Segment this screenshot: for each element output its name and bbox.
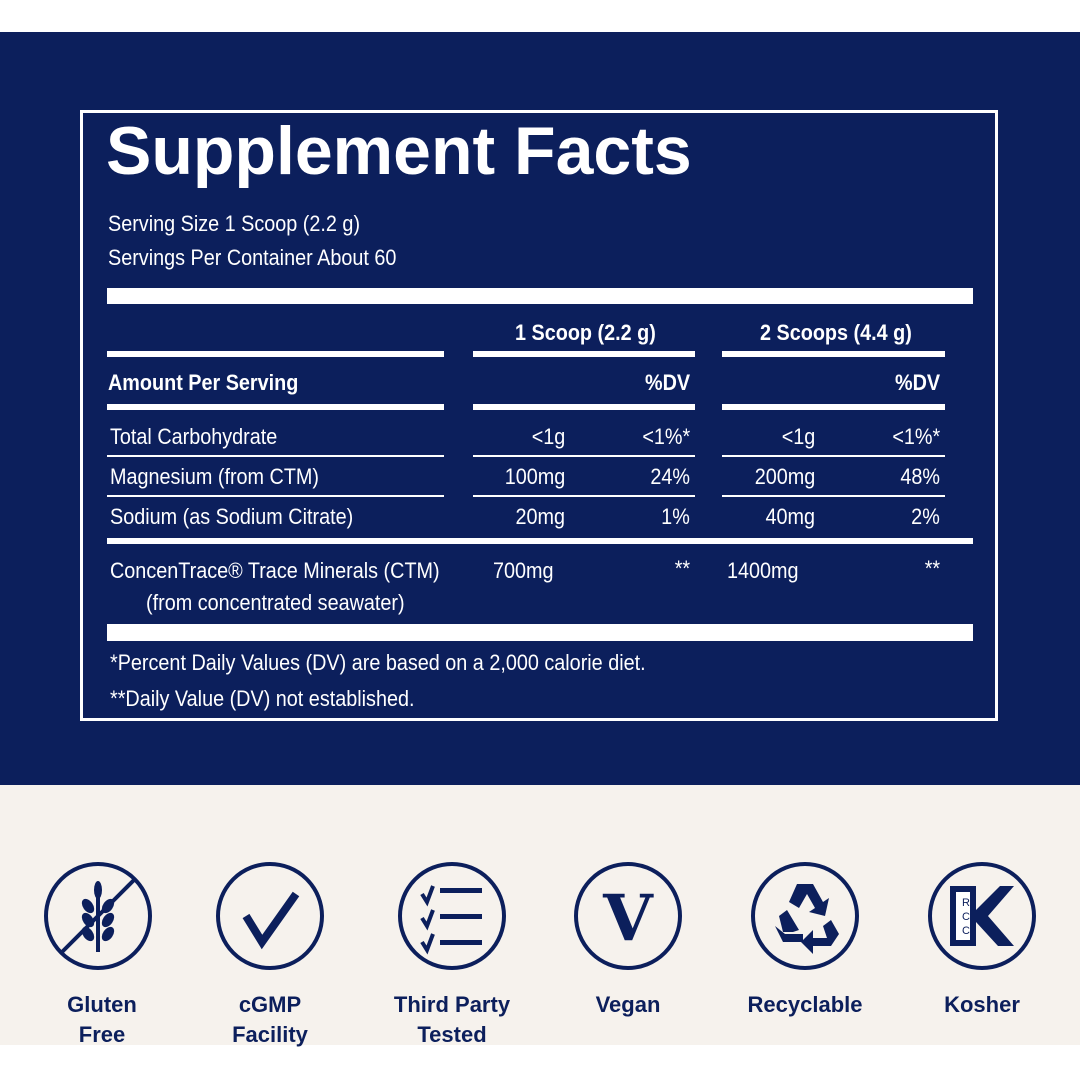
nutrient-name: Magnesium (from CTM) [110, 464, 320, 489]
dv-1: <1%* [642, 424, 690, 449]
kosher-letter: C [962, 911, 970, 923]
recycle-icon [751, 862, 859, 970]
nutrient-name: Total Carbohydrate [110, 424, 278, 449]
dv-1: 1% [661, 504, 690, 529]
dv-1: 24% [650, 464, 690, 489]
badge-strip [0, 785, 1080, 1045]
divider-thick [107, 288, 973, 304]
col-header-1: 1 Scoop (2.2 g) [515, 320, 656, 345]
amount-2: 40mg [765, 504, 815, 529]
dv-2: 2% [911, 504, 940, 529]
dv-header-1: %DV [644, 370, 690, 395]
nutrient-source: (from concentrated seawater) [146, 590, 405, 615]
divider-thick [107, 624, 973, 641]
badge-label: Vegan [595, 992, 661, 1017]
dv-1: ** [674, 556, 690, 581]
badge-kosher: Kosher [892, 990, 1072, 1020]
nutrient-name: ConcenTrace® Trace Minerals (CTM) [110, 558, 440, 583]
badge-recyclable: Recyclable [715, 990, 895, 1020]
badge-label: Recyclable [747, 992, 863, 1017]
dv-header-2: %DV [894, 370, 940, 395]
badge-cgmp: cGMP Facility [180, 990, 360, 1050]
dv-2: <1%* [892, 424, 940, 449]
gluten-free-icon [44, 862, 152, 970]
badge-label: cGMP [238, 992, 302, 1017]
divider [473, 495, 695, 497]
kosher-icon: R C C [928, 862, 1036, 970]
amount-1: 20mg [515, 504, 565, 529]
amount-1: 100mg [504, 464, 565, 489]
badge-label: Kosher [944, 992, 1020, 1017]
nutrient-name: Sodium (as Sodium Citrate) [110, 504, 354, 529]
amount-2: 1400mg [727, 558, 799, 583]
supplement-facts-panel [80, 110, 998, 721]
divider [107, 351, 444, 357]
badge-label: Facility [232, 1022, 308, 1047]
divider [107, 455, 444, 457]
kosher-letter: R [962, 897, 970, 909]
divider [107, 538, 973, 544]
divider [722, 495, 945, 497]
divider [107, 404, 444, 410]
kosher-letter: C [962, 925, 970, 937]
dv-2: 48% [900, 464, 940, 489]
serving-size: Serving Size 1 Scoop (2.2 g) [108, 211, 361, 236]
badge-label: Free [78, 1022, 126, 1047]
svg-text:V: V [602, 881, 654, 956]
divider [722, 455, 945, 457]
amount-per-serving: Amount Per Serving [108, 370, 299, 395]
amount-1: <1g [531, 424, 565, 449]
footnote: *Percent Daily Values (DV) are based on … [110, 650, 646, 675]
divider [722, 351, 945, 357]
divider [722, 404, 945, 410]
checkmark-icon [216, 862, 324, 970]
badge-gluten-free: Gluten Free [12, 990, 192, 1050]
checklist-icon [398, 862, 506, 970]
divider [473, 404, 695, 410]
badge-label: Tested [417, 1022, 487, 1047]
divider [473, 351, 695, 357]
col-header-2: 2 Scoops (4.4 g) [760, 320, 912, 345]
footnote: **Daily Value (DV) not established. [110, 686, 415, 711]
vegan-v-icon: V [574, 862, 682, 970]
badge-vegan: Vegan [538, 990, 718, 1020]
facts-title: Supplement Facts [106, 113, 692, 189]
divider [107, 495, 444, 497]
dv-2: ** [924, 556, 940, 581]
badge-label: Gluten [67, 992, 137, 1017]
divider [473, 455, 695, 457]
amount-1: 700mg [493, 558, 554, 583]
amount-2: 200mg [754, 464, 815, 489]
badge-third-party: Third Party Tested [362, 990, 542, 1050]
amount-2: <1g [781, 424, 815, 449]
badge-label: Third Party [393, 992, 511, 1017]
servings-per-container: Servings Per Container About 60 [108, 245, 397, 270]
